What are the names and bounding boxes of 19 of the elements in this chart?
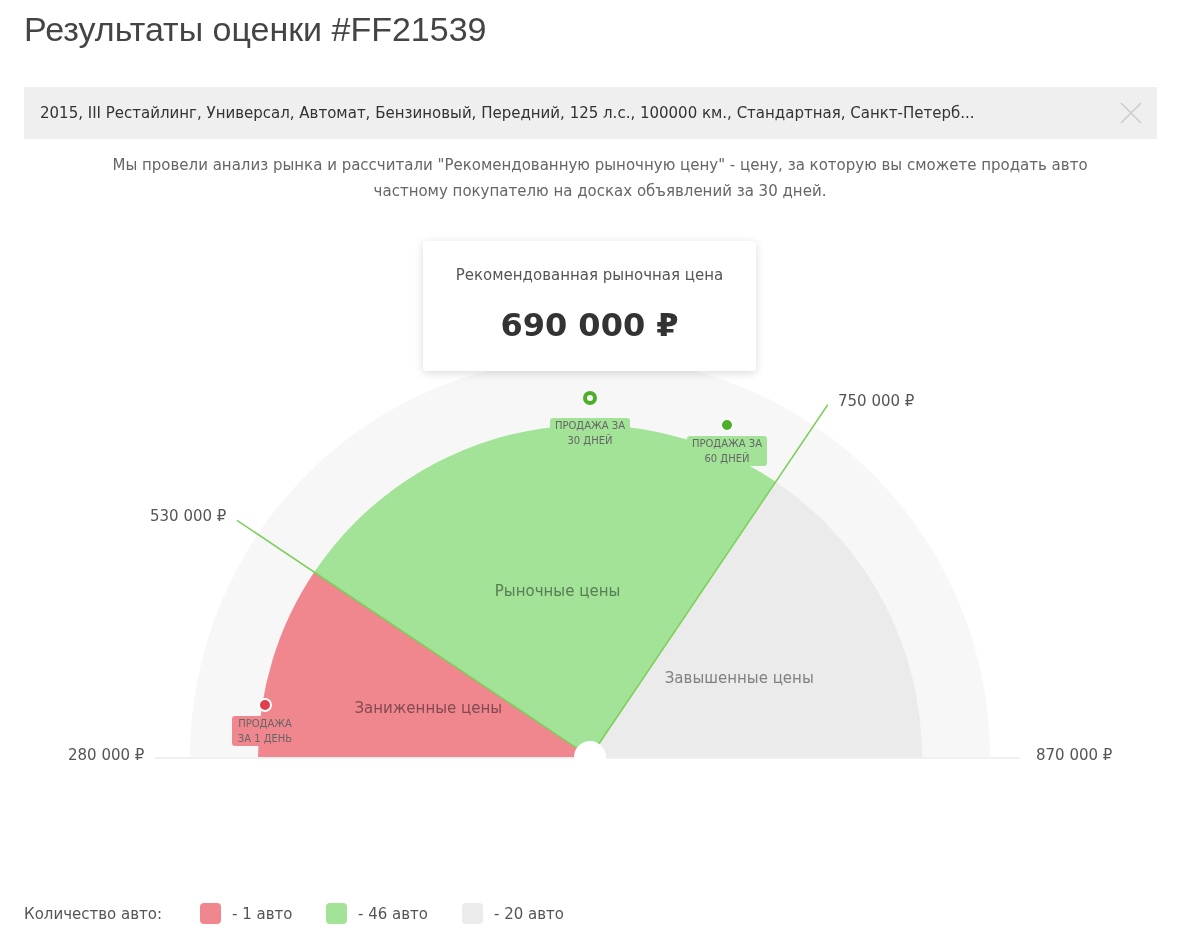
text: 750 000 ₽ [838, 392, 915, 410]
text: ПРОДАЖА ЗА 1 ДЕНЬ [232, 716, 298, 746]
chart-subtitle: 2015, III Рестайлинг, Универсал, Автомат, Бензиновый, Передний, 125 л.с., 100000 км., Стандартная, Санкт-Петерб... [40, 104, 975, 122]
text: - 20 авто [494, 905, 564, 923]
text: 690 000 ₽ [499, 306, 680, 344]
text: - 1 авто [232, 905, 293, 923]
text: ПРОДАЖА ЗА 60 ДНЕЙ [687, 436, 767, 466]
text: ПРОДАЖА ЗА 30 ДНЕЙ [550, 418, 630, 448]
chart-title: Результаты оценки #FF21539 [24, 10, 487, 49]
text: Мы провели анализ рынка и рассчитали "Рекомендованную рыночную цену" - цену, за которую вы сможете продать авто частному покупателю на досках объявлений за 30 дней. [111, 155, 1089, 202]
text: - 46 авто [358, 905, 428, 923]
slice-label: Рыночные цены [494, 582, 621, 601]
text: 530 000 ₽ [150, 507, 227, 525]
text: 280 000 ₽ [68, 746, 145, 764]
legend-title: Количество авто: [24, 905, 163, 923]
text: 870 000 ₽ [1036, 746, 1113, 764]
text: Рекомендованная рыночная цена [454, 266, 725, 284]
slice-label: Заниженные цены [354, 698, 503, 717]
slice-label: Завышенные цены [664, 668, 814, 687]
